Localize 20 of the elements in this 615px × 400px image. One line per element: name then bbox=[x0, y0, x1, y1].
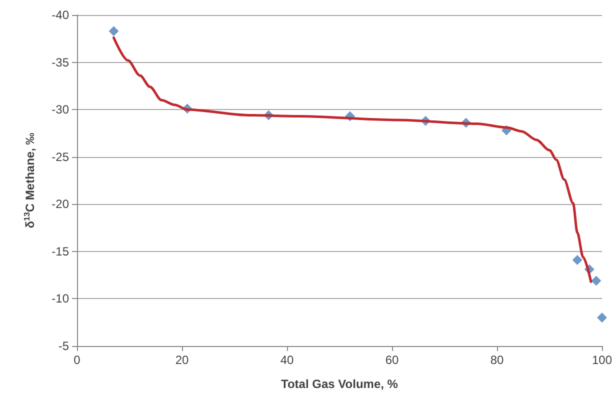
y-tick-label: -30 bbox=[52, 102, 70, 117]
x-tick-label: 0 bbox=[74, 353, 81, 367]
x-tick-label: 100 bbox=[592, 353, 612, 367]
point bbox=[108, 26, 119, 36]
x-tick-label: 20 bbox=[175, 353, 189, 367]
x-axis-title: Total Gas Volume, % bbox=[281, 377, 398, 391]
y-tick-label: -20 bbox=[52, 197, 70, 212]
point bbox=[572, 254, 582, 265]
y-tick-label: -25 bbox=[52, 150, 70, 164]
y-axis-title: δ13C Methane, ‰ bbox=[22, 132, 37, 228]
x-tick-label: 60 bbox=[385, 353, 399, 367]
x-tick-label: 80 bbox=[490, 353, 504, 367]
point bbox=[596, 312, 607, 323]
x-tick-label: 40 bbox=[280, 353, 294, 367]
y-tick-label: -5 bbox=[58, 339, 70, 353]
y-tick-label: -10 bbox=[52, 292, 70, 306]
y-tick-label: -40 bbox=[52, 8, 70, 22]
y-tick-label: -15 bbox=[52, 244, 70, 258]
point bbox=[591, 276, 602, 286]
y-tick-label: -35 bbox=[52, 55, 70, 70]
